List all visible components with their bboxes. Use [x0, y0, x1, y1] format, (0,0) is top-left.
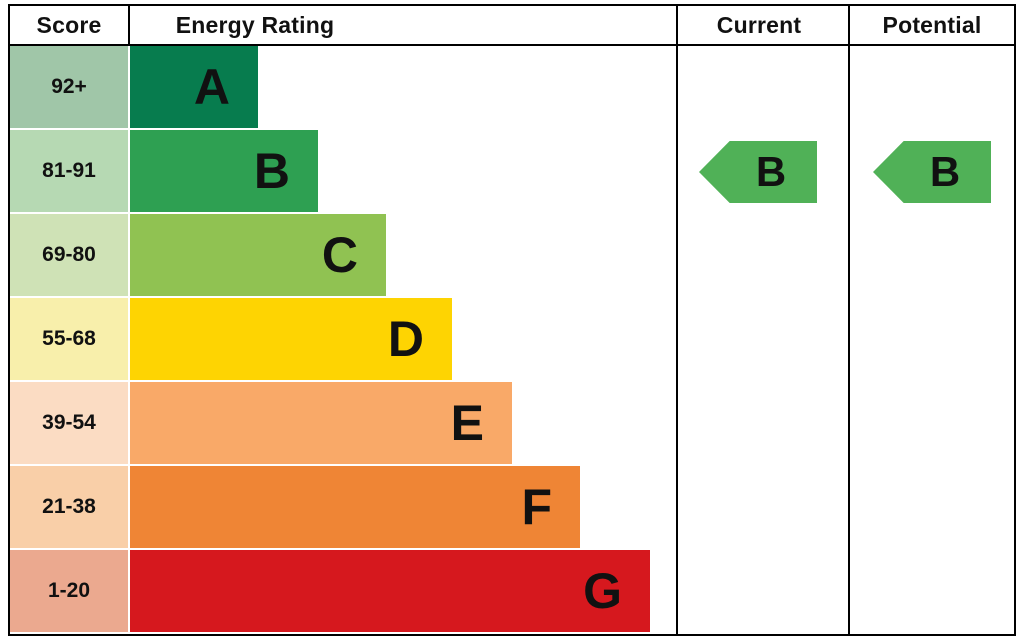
rating-letter-b: B [253, 143, 290, 199]
score-range-b: 81-91 [10, 130, 128, 212]
rating-letter-c: C [321, 227, 358, 283]
score-column-divider [128, 6, 130, 46]
current-rating-arrow: B [699, 141, 817, 203]
band-row-g: 1-20 G [10, 550, 650, 634]
band-row-f: 21-38 F [10, 466, 650, 550]
rating-bar-a: A [130, 46, 258, 128]
score-range-g: 1-20 [10, 550, 128, 632]
potential-column-header: Potential [882, 11, 982, 38]
epc-energy-rating-chart: Score Energy Rating Current Potential 92… [8, 4, 1016, 636]
energy-rating-column-header: Energy Rating [175, 11, 335, 38]
band-row-e: 39-54 E [10, 382, 650, 466]
rating-letter-d: D [387, 311, 424, 367]
potential-rating-arrow: B [873, 141, 991, 203]
potential-rating-letter: B [929, 148, 961, 195]
current-column-divider [676, 6, 678, 634]
band-row-a: 92+ A [10, 46, 650, 130]
score-range-f: 21-38 [10, 466, 128, 548]
rating-letter-a: A [193, 59, 230, 115]
rating-bar-g: G [130, 550, 650, 632]
rating-letter-f: F [521, 479, 552, 535]
rating-bar-b: B [130, 130, 318, 212]
band-row-b: 81-91 B [10, 130, 650, 214]
current-column-header: Current [716, 11, 802, 38]
score-range-e: 39-54 [10, 382, 128, 464]
rating-bar-c: C [130, 214, 386, 296]
potential-column-divider [848, 6, 850, 634]
rating-letter-e: E [450, 395, 484, 451]
score-column-header: Score [36, 11, 102, 38]
header-divider-line [10, 44, 1014, 46]
score-range-a: 92+ [10, 46, 128, 128]
rating-bar-d: D [130, 298, 452, 380]
band-row-c: 69-80 C [10, 214, 650, 298]
score-range-c: 69-80 [10, 214, 128, 296]
band-row-d: 55-68 D [10, 298, 650, 382]
rating-bar-f: F [130, 466, 580, 548]
current-rating-letter: B [755, 148, 787, 195]
rating-bar-e: E [130, 382, 512, 464]
rating-bands: 92+ A 81-91 B 69-80 C 55-68 D 39-54 [10, 46, 650, 634]
rating-letter-g: G [583, 563, 622, 619]
score-range-d: 55-68 [10, 298, 128, 380]
